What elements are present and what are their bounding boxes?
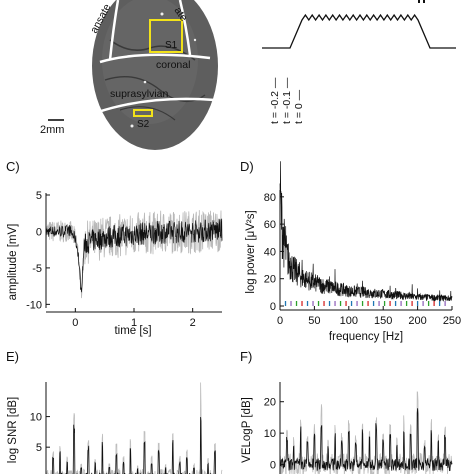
label-suprasylvian: suprasylvian	[110, 88, 169, 100]
chart-e-trial-traces	[45, 382, 223, 474]
panel-label-f: F)	[240, 349, 252, 364]
sulcus-suprasylvian	[97, 97, 216, 114]
panel-label-c: C)	[6, 159, 20, 174]
chart-f-ytick-label: 0	[270, 460, 276, 472]
chart-d-xtick-label: 200	[408, 315, 426, 327]
chart-c-xtick-label: 0	[72, 317, 78, 329]
chart-c: 5 0 -5 -10 0 1 2	[26, 190, 223, 329]
chart-c-ylabel: amplitude [mV]	[7, 224, 19, 301]
vessel-line	[104, 76, 206, 103]
chart-c-ytick-label: 0	[36, 226, 42, 238]
chart-e-ytick-label: 5	[36, 442, 42, 454]
scale-bar-label: 2mm	[40, 124, 64, 136]
chart-f-ytick-label: 10	[264, 428, 276, 440]
vessel-line	[119, 106, 176, 121]
chart-d-xtick-label: 100	[340, 315, 358, 327]
chart-d-xlabel: frequency [Hz]	[329, 331, 403, 343]
chart-d-xtick-label: 0	[277, 315, 283, 327]
label-coronal: coronal	[156, 59, 190, 71]
chart-d-xtick-label: 50	[308, 315, 320, 327]
time-marker-label: t = 0 —	[293, 89, 305, 124]
chart-e-mean-trace	[45, 417, 221, 474]
chart-e-ytick-label: 0	[36, 473, 42, 474]
chart-c-mean-trace	[45, 218, 223, 293]
chart-d-ytick-label: 80	[264, 192, 276, 204]
time-markers: t = -0.2 — t = -0.1 — t = 0 —	[269, 77, 305, 124]
sulcus-lateral	[178, 0, 192, 56]
chart-d-ytick-label: 40	[264, 246, 276, 258]
chart-d-xtick-label: 250	[443, 315, 461, 327]
chart-c-ytick-label: -10	[26, 299, 42, 311]
roi-s1-box	[149, 19, 183, 53]
brain-image-panel: ansate ate coronal suprasylvian S1 S2 2m…	[40, 0, 218, 150]
chart-e: 10 5 0	[30, 382, 223, 474]
label-s2: S2	[137, 119, 150, 130]
label-s1: S1	[165, 40, 178, 51]
chart-f-mean-trace	[279, 408, 453, 472]
chart-c-ytick-label: 5	[36, 190, 42, 202]
chart-c-xtick-label: 1	[131, 317, 137, 329]
chart-f: 20 10 0	[264, 382, 453, 474]
chart-d-ylabel: log power [μV²s]	[245, 210, 257, 293]
chart-e-ytick-label: 10	[30, 412, 42, 424]
time-marker-label: t = -0.1 —	[281, 77, 293, 124]
chart-f-ylabel: VELogP [dB]	[241, 397, 253, 463]
chart-c-ytick-label: -5	[32, 263, 42, 275]
panel-label-d: D)	[240, 159, 254, 174]
stimulus-envelope-line	[262, 13, 456, 49]
sulcus-coronal	[99, 53, 211, 64]
chart-c-xtick-label: 2	[190, 317, 196, 329]
chart-d-spectrum	[279, 161, 453, 302]
chart-f-ytick-label: 20	[264, 397, 276, 409]
chart-d-xtick-label: 150	[374, 315, 392, 327]
chart-d-ytick-label: 60	[264, 219, 276, 231]
chart-e-ylabel: log SNR [dB]	[7, 397, 19, 463]
brain-photo-highlight	[102, 0, 198, 124]
time-marker-label: t = -0.2 —	[269, 77, 281, 124]
chart-d-ytick-label: 20	[264, 274, 276, 286]
panel-label-e: E)	[6, 349, 19, 364]
stimulus-schematic: t = -0.2 — t = -0.1 — t = 0 —	[262, 0, 456, 124]
chart-d-ytick-label: 0	[270, 301, 276, 313]
chart-c-xlabel: time [s]	[114, 325, 151, 337]
sulcus-ansate	[108, 0, 120, 61]
roi-s2-box	[133, 109, 153, 117]
